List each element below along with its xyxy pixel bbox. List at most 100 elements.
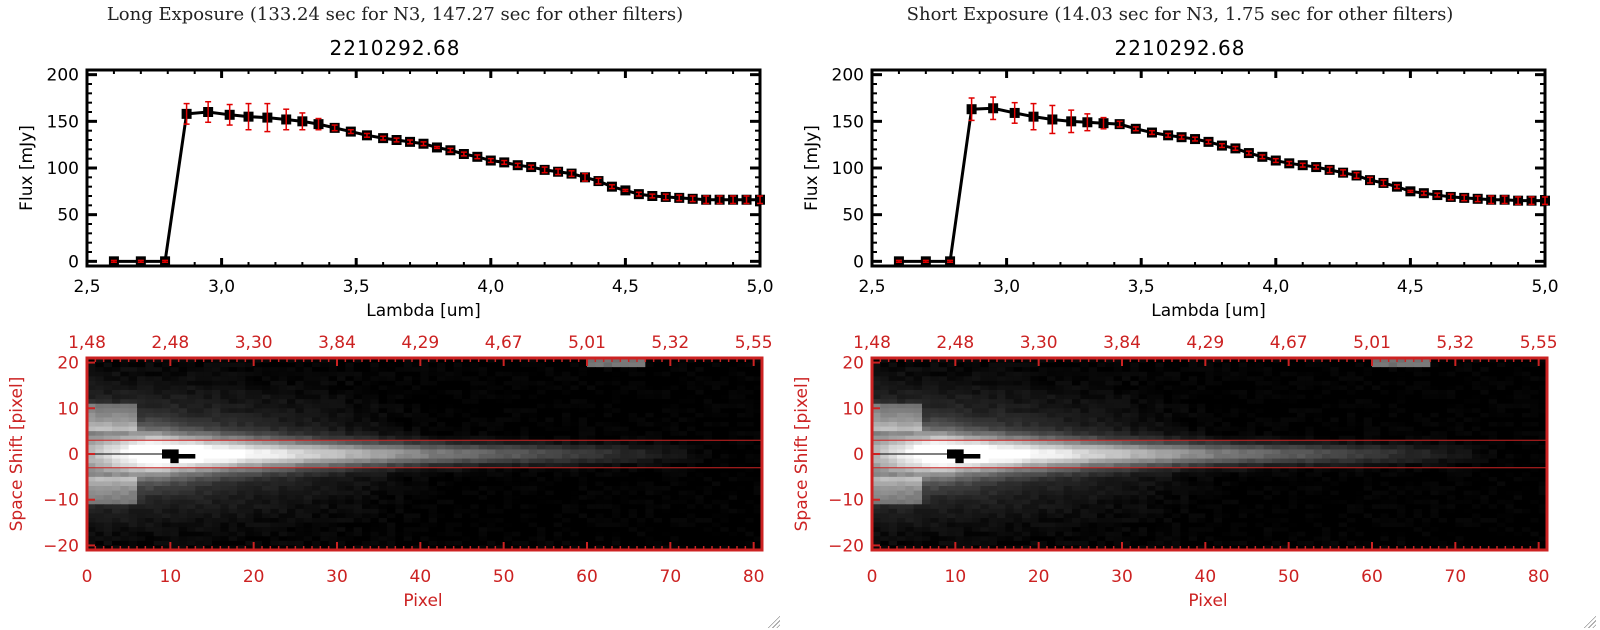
image-pixel [370,508,380,514]
image-pixel [670,371,680,377]
image-pixel [287,504,296,510]
image-pixel [270,518,280,524]
image-pixel [678,499,688,505]
image-pixel [595,540,605,546]
image-pixel [670,417,680,423]
image-pixel [1347,362,1356,368]
image-pixel [170,467,180,473]
image-pixel [653,426,663,432]
image-pixel [87,504,96,510]
image-pixel [1355,362,1365,368]
image-pixel [595,358,605,364]
image-pixel [478,499,488,505]
image-pixel [512,390,521,396]
image-pixel [145,522,155,528]
image-pixel [403,513,413,519]
image-pixel [897,394,906,400]
image-pixel [120,449,130,455]
image-pixel [628,508,638,514]
image-pixel [603,458,613,464]
image-pixel [645,403,655,409]
image-pixel [145,499,155,505]
image-pixel [128,417,138,423]
image-pixel [603,476,613,482]
image-pixel [153,435,163,441]
image-pixel [120,380,130,386]
image-pixel [1430,376,1440,382]
image-pixel [195,417,205,423]
image-pixel [420,476,430,482]
image-pixel [553,467,563,473]
image-pixel [1230,367,1240,373]
image-pixel [437,476,446,482]
image-pixel [753,481,763,487]
image-pixel [370,518,380,524]
image-pixel [87,435,96,441]
image-pixel [162,522,171,528]
image-pixel [120,444,130,450]
image-pixel [145,540,155,546]
image-pixel [212,431,221,437]
image-pixel [278,394,288,400]
image-pixel [703,476,713,482]
image-pixel [345,399,355,405]
image-pixel [103,540,113,546]
image-pixel [278,403,288,409]
image-pixel [1413,390,1423,396]
image-pixel [253,527,263,533]
image-pixel [562,367,571,373]
image-pixel [670,508,680,514]
image-pixel [1380,358,1390,364]
image-pixel [278,495,288,501]
image-pixel [1205,367,1215,373]
image-pixel [503,495,513,501]
image-pixel [1438,385,1448,391]
image-pixel [278,408,288,414]
image-pixel [947,390,956,396]
image-pixel [453,422,463,428]
image-pixel [128,476,138,482]
image-pixel [1222,358,1231,364]
image-pixel [620,490,630,496]
image-pixel [403,394,413,400]
image-pixel [362,376,371,382]
x-tick-label: 10 [160,567,182,587]
image-pixel [178,358,188,364]
image-pixel [578,431,588,437]
image-pixel [1472,362,1481,368]
image-pixel [112,545,121,551]
image-pixel [1497,394,1506,400]
image-pixel [228,467,238,473]
image-pixel [245,390,255,396]
image-pixel [487,495,496,501]
image-pixel [905,385,915,391]
image-pixel [212,522,221,528]
image-pixel [520,394,530,400]
image-pixel [512,358,521,364]
image-pixel [520,422,530,428]
image-pixel [972,358,981,364]
image-pixel [287,486,296,492]
image-pixel [428,394,438,400]
image-pixel [512,531,521,537]
image-pixel [578,536,588,542]
image-pixel [120,431,130,437]
image-pixel [87,513,96,519]
image-pixel [487,472,496,478]
image-pixel [178,513,188,519]
image-pixel [1105,362,1115,368]
image-pixel [278,513,288,519]
image-pixel [1247,376,1256,382]
image-pixel [880,362,890,368]
image-pixel [587,412,596,418]
image-pixel [1355,390,1365,396]
image-pixel [162,449,171,455]
image-pixel [620,476,630,482]
image-pixel [187,531,196,537]
image-pixel [220,426,230,432]
image-pixel [203,358,213,364]
image-pixel [128,504,138,510]
image-pixel [253,467,263,473]
image-pixel [478,481,488,487]
image-pixel [287,403,296,409]
